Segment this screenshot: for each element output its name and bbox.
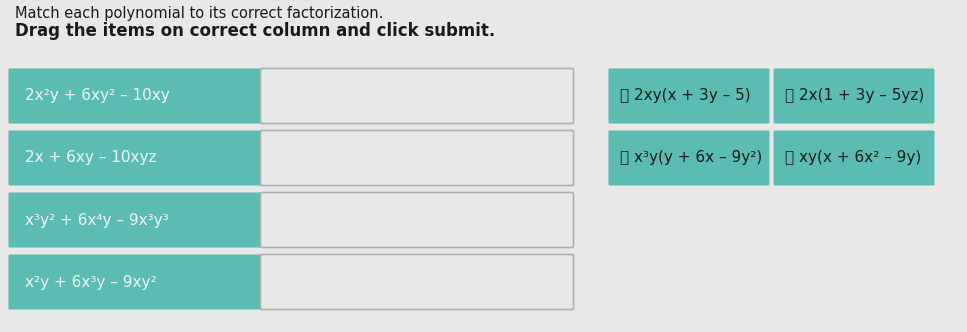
FancyBboxPatch shape <box>608 130 770 186</box>
FancyBboxPatch shape <box>9 68 261 124</box>
Text: 2x²y + 6xy² – 10xy: 2x²y + 6xy² – 10xy <box>25 89 170 104</box>
Text: Match each polynomial to its correct factorization.: Match each polynomial to its correct fac… <box>15 6 383 21</box>
FancyBboxPatch shape <box>9 193 261 247</box>
FancyBboxPatch shape <box>260 193 573 247</box>
FancyBboxPatch shape <box>260 255 573 309</box>
Text: Drag the items on correct column and click submit.: Drag the items on correct column and cli… <box>15 22 495 40</box>
FancyBboxPatch shape <box>774 130 934 186</box>
Text: x²y + 6x³y – 9xy²: x²y + 6x³y – 9xy² <box>25 275 157 290</box>
FancyBboxPatch shape <box>260 68 573 124</box>
Text: ⥆ xy(x + 6x² – 9y): ⥆ xy(x + 6x² – 9y) <box>785 150 922 165</box>
Text: ⥆ x³y(y + 6x – 9y²): ⥆ x³y(y + 6x – 9y²) <box>620 150 762 165</box>
FancyBboxPatch shape <box>774 68 934 124</box>
FancyBboxPatch shape <box>260 130 573 186</box>
Text: ⥆ 2x(1 + 3y – 5yz): ⥆ 2x(1 + 3y – 5yz) <box>785 89 924 104</box>
FancyBboxPatch shape <box>9 130 261 186</box>
Text: x³y² + 6x⁴y – 9x³y³: x³y² + 6x⁴y – 9x³y³ <box>25 212 168 227</box>
FancyBboxPatch shape <box>608 68 770 124</box>
Text: 2x + 6xy – 10xyz: 2x + 6xy – 10xyz <box>25 150 157 165</box>
FancyBboxPatch shape <box>9 255 261 309</box>
Text: ⥆ 2xy(x + 3y – 5): ⥆ 2xy(x + 3y – 5) <box>620 89 750 104</box>
